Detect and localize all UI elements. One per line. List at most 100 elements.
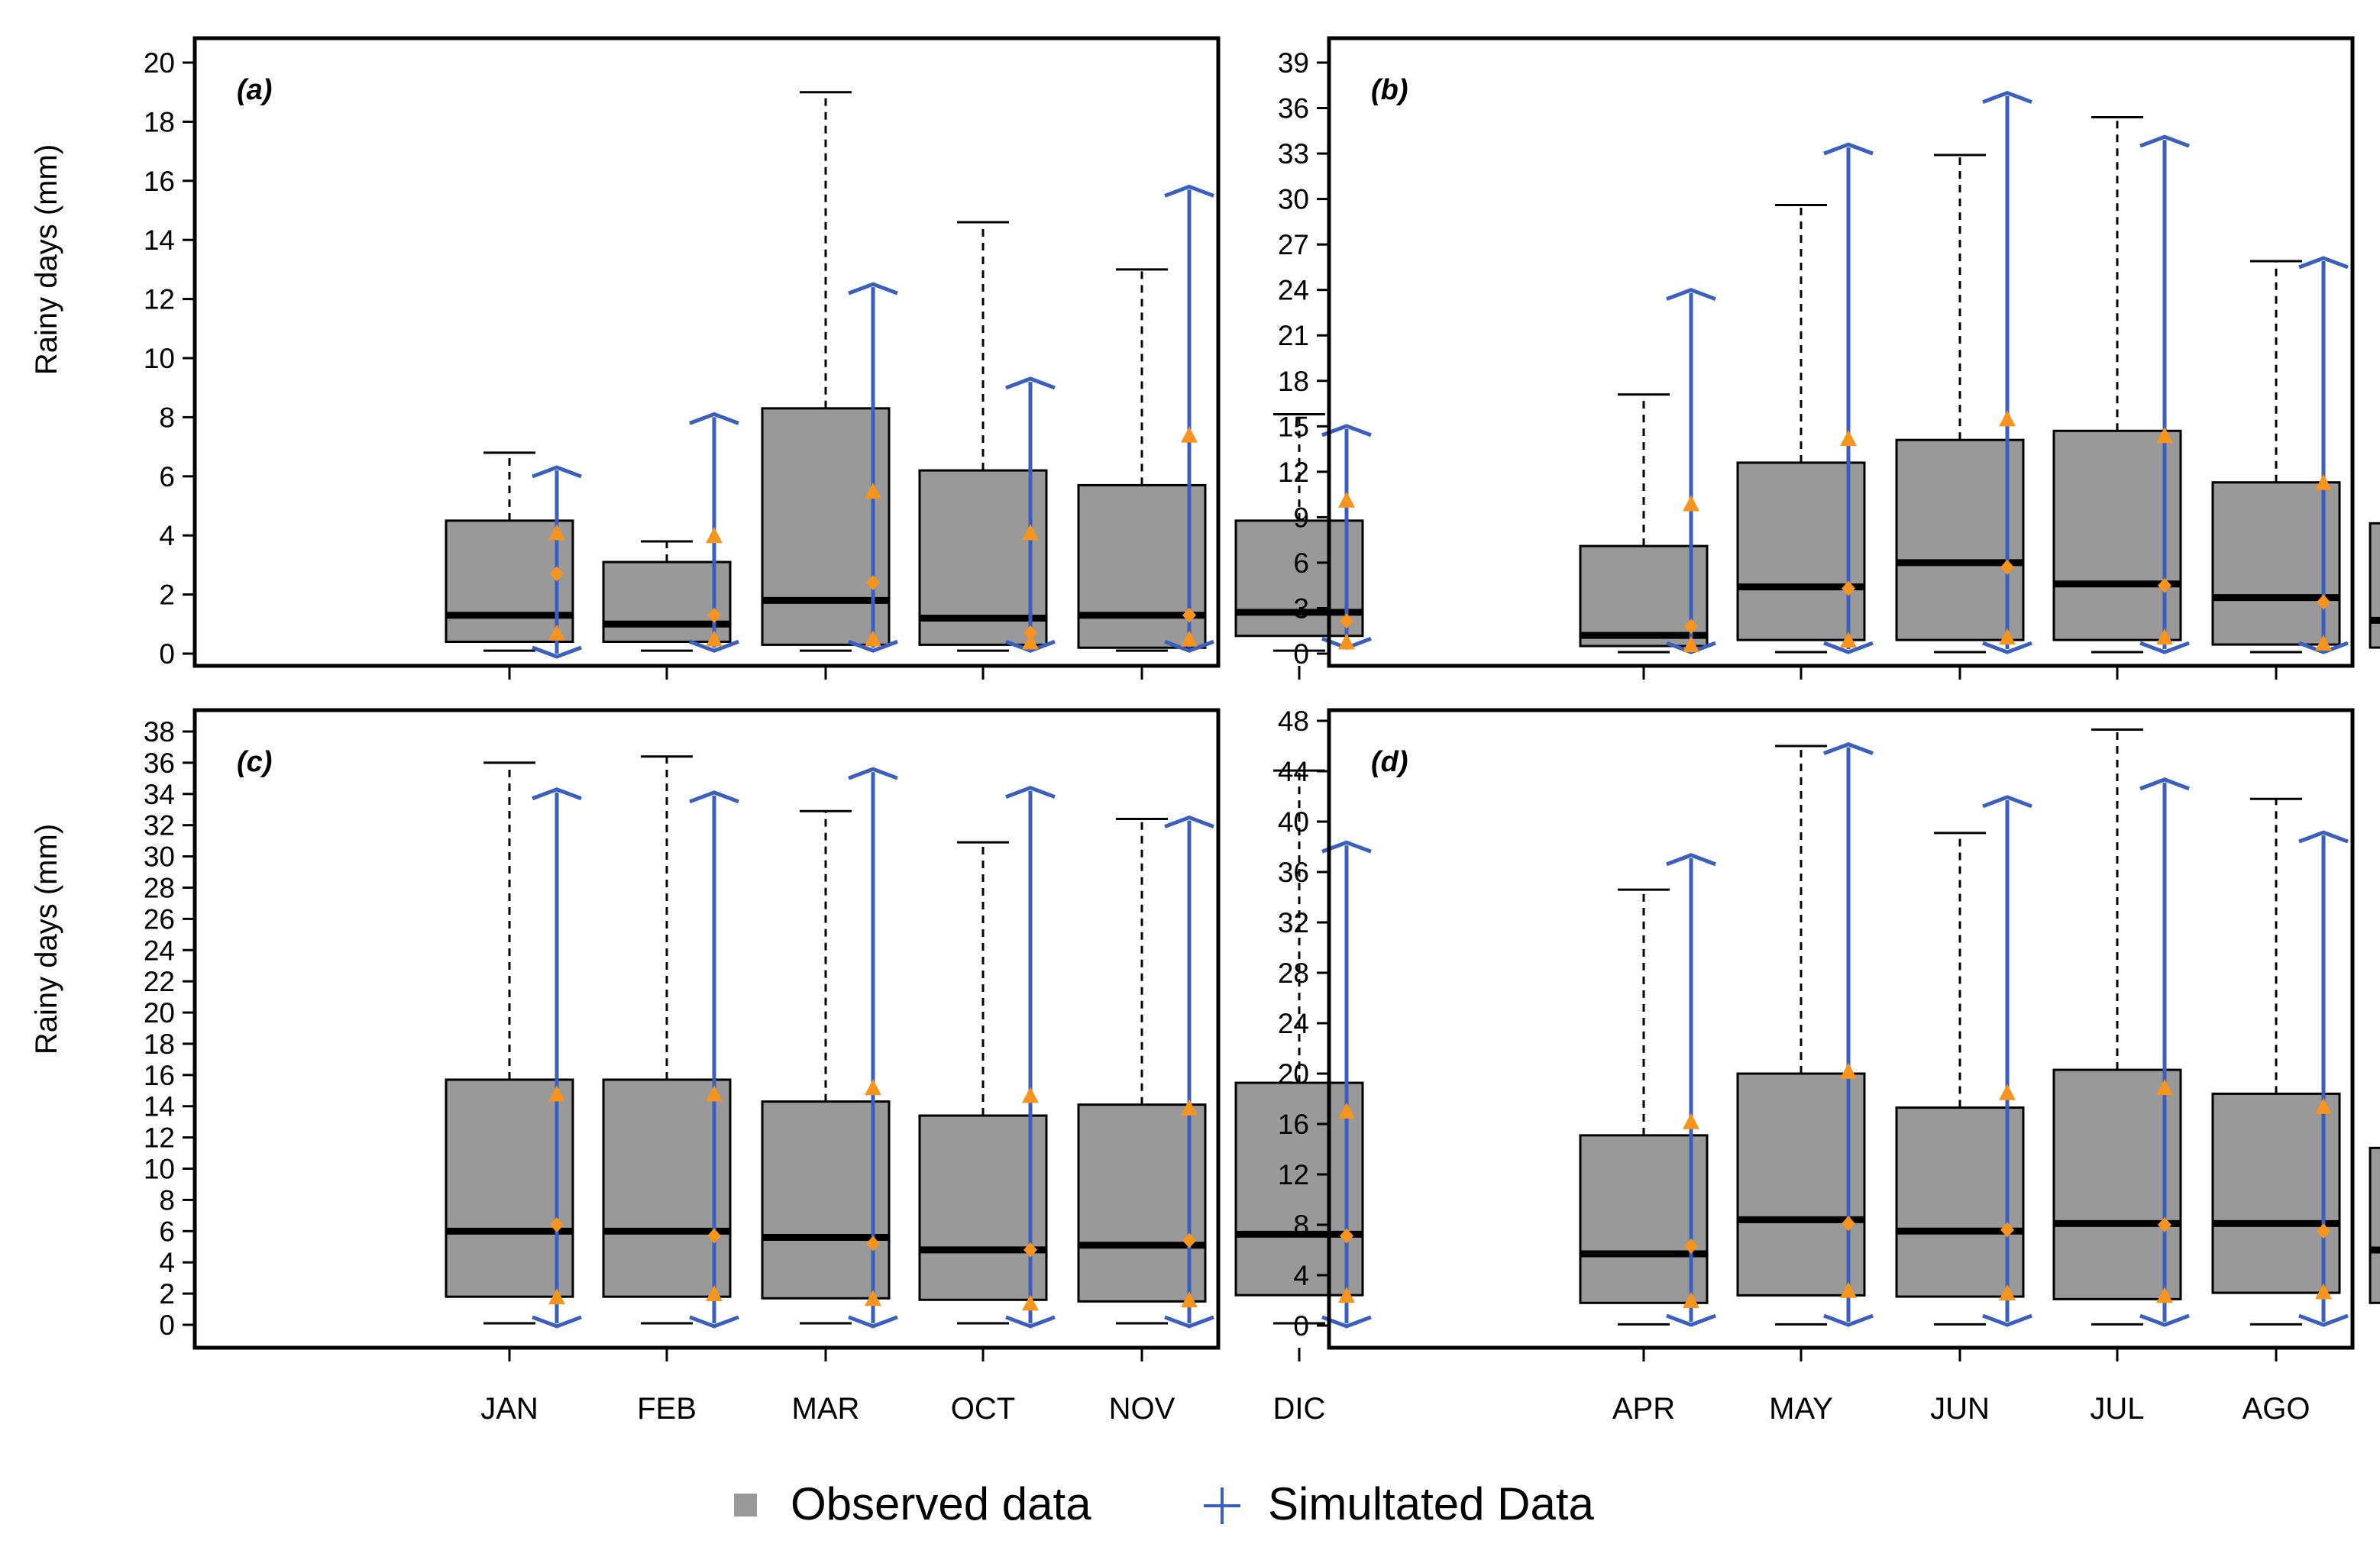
panel-frame: [1327, 708, 2355, 1350]
simulated-max-cap: [1164, 184, 1214, 198]
simulated-median-marker: [2000, 1222, 2014, 1238]
y-tick-label: 36: [1278, 857, 1309, 888]
simulated-median-marker: [707, 607, 721, 623]
panel-frame: [1327, 36, 2355, 668]
simulated-q1-marker: [1840, 1281, 1857, 1298]
simulated-range-jan: [532, 787, 582, 1329]
simulated-median-marker: [707, 1228, 721, 1244]
observed-iqr-box: [2052, 429, 2182, 641]
simulated-range-jun: [1982, 795, 2032, 1327]
simulated-median-marker: [866, 575, 880, 591]
simulated-max-cap: [1823, 741, 1874, 755]
y-tick-label: 26: [144, 903, 175, 935]
observed-box-jan: [445, 451, 574, 652]
x-tick-label: DIC: [1273, 1392, 1326, 1426]
simulated-q3-marker: [865, 483, 881, 499]
y-tick-label: 30: [144, 841, 175, 873]
simulated-median-marker: [1182, 1232, 1196, 1248]
simulated-q1-marker: [1840, 631, 1857, 648]
observed-iqr-box: [1579, 1134, 1709, 1304]
simulated-q1-marker: [1338, 633, 1355, 650]
y-axis-title-top: Rainy days (mm): [30, 144, 63, 375]
simulated-q1-marker: [548, 1288, 565, 1305]
y-tick-label: 9: [1293, 502, 1309, 533]
simulated-min-cap: [2298, 641, 2349, 654]
observed-iqr-box: [1077, 483, 1207, 649]
simulated-median-marker: [2317, 594, 2330, 610]
simulated-max-cap: [532, 465, 582, 479]
observed-box-feb: [602, 755, 732, 1325]
simulated-min-cap: [1823, 641, 1874, 654]
simulated-min-cap: [2139, 1313, 2190, 1327]
panel-frame: [192, 36, 1221, 668]
observed-box-jun: [1895, 832, 2025, 1326]
observed-box-sep: [2369, 522, 2380, 649]
observed-box-jul: [2052, 115, 2182, 654]
x-tick-label: JUN: [1930, 1392, 1990, 1426]
simulated-range-nov: [1164, 815, 1214, 1329]
y-axis-title-bottom: Rainy days (mm): [30, 824, 63, 1055]
x-tick-label: MAR: [792, 1392, 860, 1426]
y-tick-label: 10: [144, 343, 175, 374]
y-tick-label: 4: [1293, 1260, 1309, 1291]
simulated-q3-marker: [2315, 473, 2332, 490]
simulated-range-nov: [1164, 184, 1214, 653]
x-tick-label: AGO: [2243, 1392, 2310, 1426]
simulated-q1-marker: [865, 630, 881, 647]
observed-iqr-box: [2211, 481, 2341, 646]
simulated-max-cap: [2139, 777, 2190, 791]
y-tick-label: 27: [1278, 229, 1309, 260]
simulated-q1-marker: [1181, 1291, 1198, 1308]
observed-iqr-box: [761, 407, 891, 646]
simulated-q1-marker: [548, 624, 565, 641]
y-tick-label: 20: [144, 997, 175, 1029]
simulated-median-marker: [1340, 1228, 1353, 1244]
y-tick-label: 22: [144, 966, 175, 997]
simulated-range-feb: [689, 412, 739, 653]
y-tick-label: 34: [144, 779, 175, 810]
observed-iqr-box: [445, 1078, 574, 1298]
simulated-q1-marker: [1999, 628, 2016, 645]
simulated-min-cap: [1823, 1313, 1874, 1327]
legend-simulated-marker: [1204, 1487, 1240, 1524]
simulated-range-oct: [1005, 376, 1056, 653]
y-tick-label: 6: [159, 1216, 175, 1247]
simulated-range-oct: [1005, 786, 1056, 1329]
x-tick-label: OCT: [951, 1392, 1015, 1426]
simulated-max-cap: [2298, 830, 2349, 844]
y-tick-label: 14: [144, 224, 175, 256]
observed-box-oct: [918, 841, 1048, 1325]
y-tick-label: 14: [144, 1091, 175, 1122]
simulated-max-cap: [1164, 815, 1214, 828]
simulated-q3-marker: [1338, 491, 1355, 508]
simulated-min-cap: [689, 639, 739, 653]
simulated-min-cap: [1005, 1315, 1056, 1329]
observed-box-jul: [2052, 728, 2182, 1326]
y-tick-label: 12: [144, 284, 175, 315]
y-tick-label: 32: [1278, 907, 1309, 938]
simulated-min-cap: [1164, 1315, 1214, 1329]
y-tick-label: 32: [144, 810, 175, 841]
legend-simulated-label: Simultated Data: [1268, 1478, 1595, 1529]
simulated-q1-marker: [706, 630, 723, 647]
simulated-range-ago: [2298, 256, 2349, 654]
y-tick-label: 36: [1278, 93, 1309, 124]
observed-iqr-box: [2369, 1146, 2380, 1304]
observed-box-oct: [918, 221, 1048, 652]
y-tick-label: 20: [1278, 1058, 1309, 1090]
simulated-max-cap: [532, 787, 582, 801]
simulated-q1-marker: [865, 1290, 881, 1306]
observed-box-jan: [445, 761, 574, 1325]
observed-box-sep: [2369, 1146, 2380, 1304]
simulated-q3-marker: [1683, 1113, 1699, 1129]
legend-observed-swatch: [734, 1494, 757, 1516]
observed-box-nov: [1077, 818, 1207, 1325]
x-tick-label: FEB: [637, 1392, 697, 1426]
simulated-min-cap: [1005, 639, 1056, 653]
y-tick-label: 16: [144, 1060, 175, 1091]
x-tick-label: NOV: [1109, 1392, 1175, 1426]
simulated-q1-marker: [1181, 630, 1198, 647]
y-tick-label: 4: [159, 1247, 175, 1278]
